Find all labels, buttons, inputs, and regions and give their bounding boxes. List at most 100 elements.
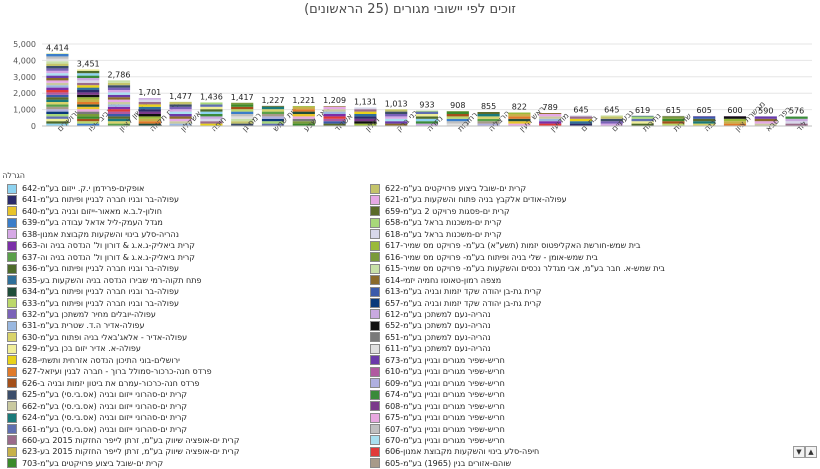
legend-item[interactable]: עפולה-יובלים מחיר למשתכן בע"מ-632 bbox=[7, 309, 407, 320]
legend-item[interactable]: קרית ביאליק-ג.א.ג & דורון ול' הנדסה בניה… bbox=[7, 240, 407, 251]
legend-item[interactable]: נהריה-נעם למשתכן בע"מ-652 bbox=[370, 320, 770, 331]
bar-segment bbox=[108, 95, 130, 97]
legend-label: קרית ים-משכנות בראל בע"מ-658 bbox=[385, 218, 502, 227]
legend-item[interactable]: בית שמש-א. חבר בע"מ, אבי מגדלר נכסים והש… bbox=[370, 263, 770, 274]
legend-item[interactable]: מגדל העמק-ליל אדאל עבודה בע"מ-639 bbox=[7, 217, 407, 228]
legend-item[interactable]: עפולה-בר ובניו חברה לבניין ופיתוח בע"מ-6… bbox=[7, 194, 407, 205]
bar-segment bbox=[46, 73, 68, 75]
legend-item[interactable]: חולון-ל.ב.א מאאור-ייזום ובניה בע"מ-640 bbox=[7, 206, 407, 217]
legend-label: קרית גת-בן יהודה שקד יזמות ובניה בע"מ-61… bbox=[385, 287, 542, 296]
legend-item[interactable]: חריש-שפיר מגורים ובניין בע"מ-608 bbox=[370, 401, 770, 412]
bar-segment bbox=[231, 104, 253, 106]
bar-value-label: 1,417 bbox=[231, 93, 254, 102]
legend-item[interactable]: חריש-שפיר מגורים ובניין בע"מ-674 bbox=[370, 389, 770, 400]
bar-segment bbox=[46, 54, 68, 56]
legend-item[interactable]: אופקים-פרידמן י.ק. ייזום בע"מ-642 bbox=[7, 183, 407, 194]
legend-item[interactable]: קרית גת-בן יהודה שקד יזמות ובניה בע"מ-65… bbox=[370, 298, 770, 309]
bar-segment bbox=[786, 117, 808, 119]
bar-segment bbox=[447, 112, 469, 114]
legend-item[interactable]: מצפה רמון-טאוטו נחמיה יזמי-614 bbox=[370, 275, 770, 286]
legend-item[interactable]: חריש-שפיר מגורים ובניין בע"מ-675 bbox=[370, 412, 770, 423]
legend-item[interactable]: בית שמש-חורשת האקליפטוס יזמות (תשע"א) בע… bbox=[370, 240, 770, 251]
bar-segment bbox=[46, 109, 68, 111]
legend-item[interactable]: עפולה-אדיר - אלאג'באלי בניה ופתוח בע"מ-6… bbox=[7, 332, 407, 343]
bar-segment bbox=[293, 107, 315, 109]
legend-item[interactable]: קרית ים-אופציה שיווק בע"מ, זרתן לייפר הח… bbox=[7, 446, 407, 457]
legend-item[interactable]: חריש-שפיר מגורים ובניין בע"מ-610 bbox=[370, 366, 770, 377]
legend-swatch bbox=[370, 435, 380, 445]
legend-item[interactable]: קרית ים-סהרוני ייזום ובניה (אס.בי.סי) בע… bbox=[7, 412, 407, 423]
legend-item[interactable]: שוהם-אזורים בנין (1965) בע"מ-605 bbox=[370, 458, 770, 469]
bar-segment bbox=[200, 112, 222, 114]
legend-swatch bbox=[7, 378, 17, 388]
legend-label: נהריה-נעם למשתכן בע"מ-611 bbox=[385, 344, 491, 353]
legend-item[interactable]: עפולה-אדיר ה.ד. שטרית בע"מ-631 bbox=[7, 320, 407, 331]
legend-item[interactable]: נהריה-נעם למשתכן בע"מ-612 bbox=[370, 309, 770, 320]
bar-value-label: 1,477 bbox=[169, 92, 192, 101]
bar-segment bbox=[324, 112, 346, 114]
bar-segment bbox=[324, 106, 346, 107]
bar[interactable] bbox=[46, 54, 68, 126]
legend-label: עפולה-בר ובניו חברה לבניין ופיתוח בע"מ-6… bbox=[22, 195, 179, 204]
legend-item[interactable]: פרדס חנה-כרכור-סמולל ברוך - חברה לבנין ו… bbox=[7, 366, 407, 377]
bar-value-label: 789 bbox=[543, 103, 558, 112]
legend-item[interactable]: נהריה-נעם למשתכן בע"מ-651 bbox=[370, 332, 770, 343]
legend-item[interactable]: קרית ים-פסגות פרויקט 2 בע"מ-659 bbox=[370, 206, 770, 217]
legend-item[interactable]: עפולה-א. אדיר יזום בכן בע"מ-629 bbox=[7, 343, 407, 354]
bar-segment bbox=[354, 107, 376, 109]
legend-item[interactable]: קרית ים-סהרוני ייזום ובניה (אס.בי.סי) בע… bbox=[7, 424, 407, 435]
legend-swatch bbox=[370, 298, 380, 308]
legend-item[interactable]: חריש-שפיר מגורים ובניין בע"מ-607 bbox=[370, 424, 770, 435]
legend-item[interactable]: קרית ים-משכנות בראל בע"מ-658 bbox=[370, 217, 770, 228]
legend-title: הגרלה bbox=[7, 171, 25, 180]
legend-item[interactable]: עפולה-בר ובניו חברה לבניין ופיתוח בע"מ-6… bbox=[7, 263, 407, 274]
bar-segment bbox=[200, 107, 222, 109]
legend-item[interactable]: פתח תקוה-רמי שבירו הנדסה בניה והשקעות בע… bbox=[7, 275, 407, 286]
legend-swatch bbox=[7, 206, 17, 216]
legend-item[interactable]: ירושלים-בוני התיכון הנדסה אזרחית ותשתי-6… bbox=[7, 355, 407, 366]
legend-item[interactable]: חריש-שפיר מגורים ובניין בע"מ-609 bbox=[370, 378, 770, 389]
legend-item[interactable]: קרית ים-סהרוני ייזום ובניה (אס.בי.סי) בע… bbox=[7, 389, 407, 400]
legend-item[interactable]: קרית ים-משכנות בראל בע"מ-618 bbox=[370, 229, 770, 240]
bar-segment bbox=[139, 98, 161, 99]
legend-label: נהריה-סלע בינוי והשקעות מקבוצת אמנון-638 bbox=[22, 230, 179, 239]
bar-segment bbox=[139, 112, 161, 114]
legend-item[interactable]: עפולה-אודים אלקבץ בניה פתוח והשקעות בע"מ… bbox=[370, 194, 770, 205]
bar-segment bbox=[108, 90, 130, 92]
bar-segment bbox=[108, 104, 130, 106]
bar-segment bbox=[77, 69, 99, 70]
bar-segment bbox=[46, 83, 68, 85]
legend-item[interactable]: עפולה-בר ובניו חברה לבניין ופיתוח בע"מ-6… bbox=[7, 298, 407, 309]
bar-segment bbox=[77, 90, 99, 92]
legend-label: עפולה-א. אדיר יזום בכן בע"מ-629 bbox=[22, 344, 141, 353]
bar-segment bbox=[46, 78, 68, 80]
legend-item[interactable]: קרית ים-שובל ביצוע פרויקטים בע"מ-622 bbox=[370, 183, 770, 194]
legend-item[interactable]: פרדס חנה-כרכור-עמרם את ביטון יזמות ובניה… bbox=[7, 378, 407, 389]
legend-label: קרית ים-סהרוני ייזום ובניה (אס.בי.סי) בע… bbox=[22, 390, 187, 399]
legend-item[interactable]: חיפה-סלע בינוי והשקעות מקבוצת אמנון-606 bbox=[370, 446, 770, 457]
legend-item[interactable]: נהריה-סלע בינוי והשקעות מקבוצת אמנון-638 bbox=[7, 229, 407, 240]
legend-item[interactable]: קרית גת-בן יהודה שקד יזמות ובניה בע"מ-61… bbox=[370, 286, 770, 297]
bar-segment bbox=[231, 112, 253, 114]
legend-page-down-button[interactable]: ▼ bbox=[793, 446, 805, 458]
bar-value-label: 908 bbox=[450, 101, 465, 110]
bar-value-label: 855 bbox=[481, 102, 496, 111]
legend-item[interactable]: קרית ביאליק-ג.א.ג & דורון ול' הנדסה בניה… bbox=[7, 252, 407, 263]
legend-item[interactable]: חריש-שפיר מגורים ובניין בע"מ-673 bbox=[370, 355, 770, 366]
legend-item[interactable]: נהריה-נעם למשתכן בע"מ-611 bbox=[370, 343, 770, 354]
legend-item[interactable]: קרית ים-שובל ביצוע פרויקטים בע"מ-703 bbox=[7, 458, 407, 469]
legend-item[interactable]: חריש-שפיר מגורים ובניין בע"מ-670 bbox=[370, 435, 770, 446]
legend-label: קרית גת-בן יהודה שקד יזמות ובניה בע"מ-65… bbox=[385, 299, 542, 308]
bar-segment bbox=[77, 73, 99, 75]
legend-item[interactable]: קרית ים-אופציה שיווק בע"מ, זרתן לייפר הח… bbox=[7, 435, 407, 446]
legend-item[interactable]: קרית ים-סהרוני ייזום ובניה (אס.בי.סי) בע… bbox=[7, 401, 407, 412]
legend-page-up-button[interactable]: ▲ bbox=[805, 446, 817, 458]
bar-segment bbox=[293, 112, 315, 114]
bar-segment bbox=[46, 71, 68, 73]
legend-item[interactable]: עפולה-בר ובניו חברה לבניין ופיתוח בע"מ-6… bbox=[7, 286, 407, 297]
legend-label: חולון-ל.ב.א מאאור-ייזום ובניה בע"מ-640 bbox=[22, 207, 162, 216]
legend-item[interactable]: בית שמש-אומן - שלי בניה ופיתוח בע"מ- פרו… bbox=[370, 252, 770, 263]
legend-swatch bbox=[370, 264, 380, 274]
